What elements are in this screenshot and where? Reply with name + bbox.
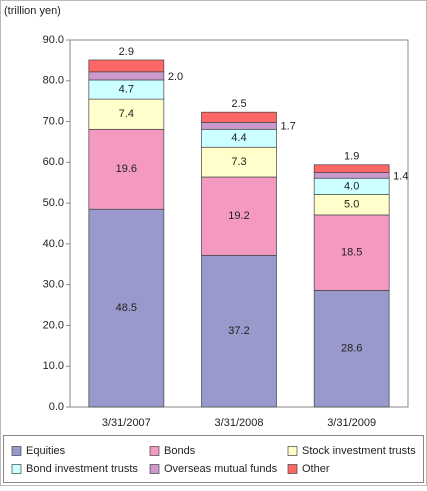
legend-swatch xyxy=(287,464,298,474)
bar-segment xyxy=(201,254,277,408)
data-label: 37.2 xyxy=(228,325,249,337)
data-label: 28.6 xyxy=(341,343,362,355)
data-label: 2.5 xyxy=(231,98,246,110)
y-tick-label: 50.0 xyxy=(43,197,64,209)
y-tick-label: 90.0 xyxy=(43,34,64,46)
bar-segment xyxy=(88,208,165,408)
y-tick-label: 0.0 xyxy=(49,401,64,413)
bar-segment xyxy=(201,176,277,256)
data-label: 2.0 xyxy=(168,71,183,83)
bar-segment xyxy=(88,59,165,73)
data-label: 4.0 xyxy=(344,180,359,192)
legend-label: Stock investment trusts xyxy=(302,445,416,457)
y-tick-label: 30.0 xyxy=(43,279,64,291)
data-label: 19.6 xyxy=(116,163,137,175)
bar-segment xyxy=(201,146,277,178)
x-tick-label: 3/31/2009 xyxy=(327,417,376,429)
legend-swatch xyxy=(149,446,160,456)
data-label: 2.9 xyxy=(119,46,134,58)
legend-label: Bond investment trusts xyxy=(26,463,138,475)
data-label: 7.4 xyxy=(119,108,134,120)
y-tick-label: 20.0 xyxy=(43,319,64,331)
bar-segment xyxy=(201,111,277,123)
bar-segment xyxy=(88,71,165,81)
bar-segment xyxy=(313,290,390,408)
y-tick-label: 80.0 xyxy=(43,75,64,87)
data-label: 5.0 xyxy=(344,199,359,211)
bar-segment xyxy=(201,122,277,130)
legend-swatch xyxy=(11,464,22,474)
y-tick-label: 10.0 xyxy=(43,360,64,372)
legend-swatch xyxy=(149,464,160,474)
y-tick-label: 70.0 xyxy=(43,115,64,127)
bar-segment xyxy=(88,128,165,210)
legend-label: Overseas mutual funds xyxy=(164,463,278,475)
bar-segment xyxy=(313,172,390,179)
data-label: 18.5 xyxy=(341,247,362,259)
data-label: 48.5 xyxy=(116,302,137,314)
legend-swatch xyxy=(11,446,22,456)
legend-swatch xyxy=(287,446,298,456)
data-label: 19.2 xyxy=(228,210,249,222)
data-label: 7.3 xyxy=(231,156,246,168)
legend-label: Other xyxy=(302,463,330,475)
y-axis-title: (trillion yen) xyxy=(4,5,61,17)
data-label: 1.4 xyxy=(393,170,408,182)
legend-label: Equities xyxy=(26,445,66,457)
data-label: 4.4 xyxy=(231,132,246,144)
data-label: 4.7 xyxy=(119,83,134,95)
bar-segment xyxy=(313,164,390,173)
data-label: 1.7 xyxy=(281,121,296,133)
legend-box xyxy=(3,435,424,483)
bar-segment xyxy=(313,214,390,291)
x-tick-label: 3/31/2008 xyxy=(215,417,264,429)
bar-segment xyxy=(88,98,165,130)
y-tick-label: 40.0 xyxy=(43,238,64,250)
y-tick-label: 60.0 xyxy=(43,156,64,168)
data-label: 1.9 xyxy=(344,151,359,163)
x-tick-label: 3/31/2007 xyxy=(102,417,151,429)
legend-label: Bonds xyxy=(164,445,196,457)
